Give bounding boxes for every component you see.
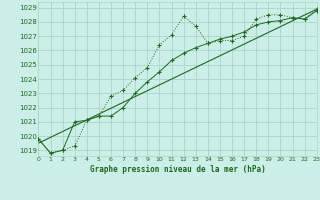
X-axis label: Graphe pression niveau de la mer (hPa): Graphe pression niveau de la mer (hPa) — [90, 165, 266, 174]
